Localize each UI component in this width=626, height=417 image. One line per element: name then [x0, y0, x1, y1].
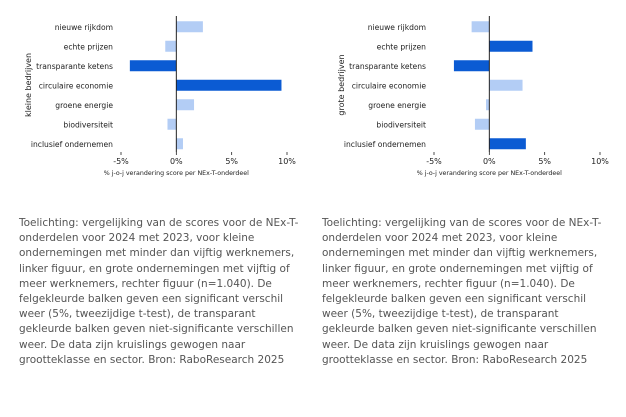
chart-right-svg: grote bedrijven nieuwe rijkdom echte prijz… — [337, 16, 609, 177]
bar — [176, 21, 203, 33]
bar — [176, 79, 282, 91]
caption-left: Toelichting: vergelijking van de scores … — [19, 217, 299, 366]
y-axis-title: grote bedrijven — [337, 54, 346, 115]
x-tick-label: 5% — [538, 157, 551, 166]
chart-left-svg: kleine bedrijven nieuwe rijkdom echte prij… — [24, 16, 296, 177]
x-tick-label: -5% — [426, 157, 442, 166]
bar — [471, 21, 490, 33]
category-label: inclusief ondernemen — [31, 140, 113, 149]
x-axis-title: % j-o-j verandering score per NEx-T-onde… — [417, 170, 562, 177]
category-label: echte prijzen — [377, 42, 427, 51]
category-label: biodiversiteit — [376, 120, 426, 129]
category-label: transparante ketens — [36, 62, 113, 71]
bar — [176, 99, 195, 111]
bar — [453, 60, 490, 72]
category-label: inclusief ondernemen — [344, 140, 426, 149]
category-label: groene energie — [368, 101, 426, 110]
bar — [489, 40, 533, 52]
bar — [167, 118, 177, 130]
x-tick-label: 10% — [591, 157, 609, 166]
x-tick-label: 10% — [278, 157, 296, 166]
category-label: circulaire economie — [352, 81, 427, 90]
category-label: biodiversiteit — [63, 120, 113, 129]
category-label: nieuwe rijkdom — [368, 23, 426, 32]
x-tick-label: 5% — [225, 157, 238, 166]
bar — [486, 99, 490, 111]
x-tick-label: 0% — [170, 157, 183, 166]
x-axis-title: % j-o-j verandering score per NEx-T-onde… — [104, 170, 249, 177]
chart-right: grote bedrijven nieuwe rijkdom echte prijz… — [313, 0, 626, 200]
bar — [474, 118, 490, 130]
bar — [129, 60, 177, 72]
bar — [165, 40, 177, 52]
x-tick-label: -5% — [113, 157, 129, 166]
bar — [176, 138, 183, 150]
bar — [489, 79, 523, 91]
category-label: nieuwe rijkdom — [55, 23, 113, 32]
y-axis-title: kleine bedrijven — [24, 53, 33, 117]
category-label: circulaire economie — [39, 81, 114, 90]
category-label: transparante ketens — [349, 62, 426, 71]
chart-left: kleine bedrijven nieuwe rijkdom echte prij… — [0, 0, 313, 200]
caption-right: Toelichting: vergelijking van de scores … — [322, 217, 602, 366]
category-label: groene energie — [55, 101, 113, 110]
bar — [489, 138, 526, 150]
category-label: echte prijzen — [64, 42, 114, 51]
x-tick-label: 0% — [483, 157, 496, 166]
